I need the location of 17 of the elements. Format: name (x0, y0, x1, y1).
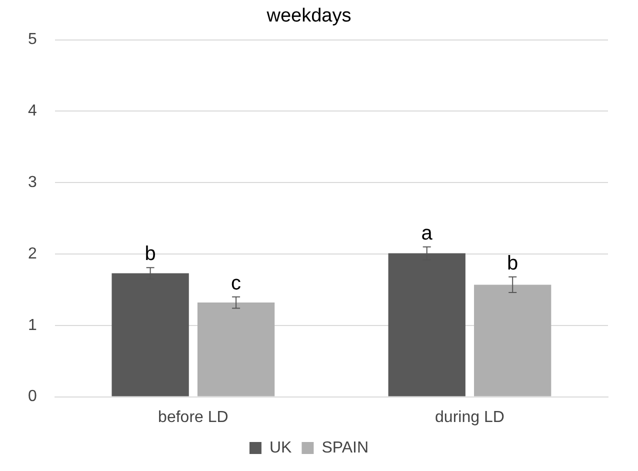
bar (474, 284, 552, 396)
y-tick-label: 3 (28, 174, 37, 192)
bar (197, 302, 275, 396)
y-tick-label: 2 (28, 245, 37, 262)
chart-title: weekdays (266, 6, 352, 27)
y-tick-label: 5 (28, 31, 37, 48)
legend-label: UK (269, 439, 292, 456)
annotation: a (421, 222, 434, 244)
annotation: b (507, 252, 518, 274)
y-tick-label: 4 (28, 102, 37, 120)
annotation: b (144, 243, 156, 266)
x-tick-label: during LD (435, 408, 504, 426)
x-tick-label: before LD (158, 408, 228, 426)
annotation: c (231, 272, 242, 294)
y-tick-label: 0 (28, 388, 37, 406)
legend-label: SPAIN (322, 439, 369, 456)
y-tick-label: 1 (28, 316, 37, 334)
